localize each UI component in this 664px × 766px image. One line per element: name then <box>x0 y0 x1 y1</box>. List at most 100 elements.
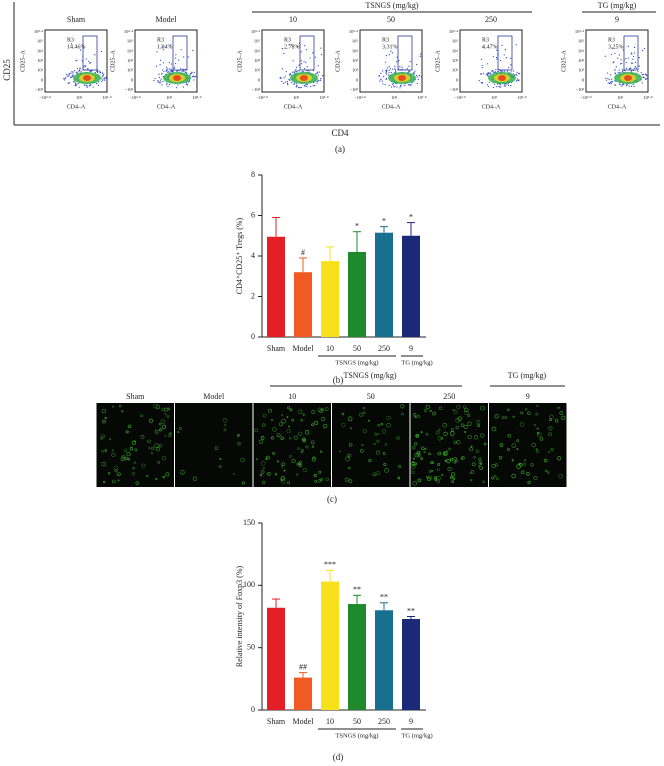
fluor-spot <box>473 456 476 459</box>
event-dot <box>79 69 81 71</box>
event-dot <box>608 82 611 84</box>
fluor-spot <box>430 461 433 464</box>
fluor-spot <box>524 408 528 411</box>
fluor-spot <box>412 464 415 467</box>
fluor-spot <box>321 408 324 411</box>
event-dot <box>317 74 319 76</box>
event-dot <box>625 84 628 87</box>
fluor-spot <box>368 459 372 463</box>
fluor-spot <box>533 475 538 481</box>
event-dot <box>74 84 76 87</box>
fluor-spot <box>281 462 285 466</box>
fluor-spot <box>427 475 432 480</box>
event-dot <box>170 68 172 70</box>
event-dot <box>66 75 69 77</box>
y-axis-label: CD4⁺CD25⁺ Tregs (%) <box>235 217 244 294</box>
y-axis-label: CD25–A <box>237 50 243 72</box>
event-dot <box>395 61 398 63</box>
fluor-spot <box>511 459 514 462</box>
event-dot <box>159 82 161 84</box>
fluor-spot <box>276 460 280 463</box>
event-dot <box>385 61 387 63</box>
fluor-spot <box>338 450 341 453</box>
x-axis-label: CD4–A <box>67 104 86 110</box>
event-dot <box>485 73 487 75</box>
event-dot <box>391 83 394 85</box>
fluor-spot <box>463 424 468 430</box>
event-dot <box>317 80 319 82</box>
event-dot <box>76 67 79 70</box>
x-tick-label: 10⁵·⁸ <box>517 95 527 100</box>
x-tick-label: 10 <box>326 717 334 726</box>
fluor-spot <box>414 462 418 466</box>
fluor-spot <box>441 473 444 476</box>
fluor-spot <box>521 470 525 474</box>
fluor-spot <box>155 447 161 452</box>
event-dot <box>168 83 171 86</box>
event-dot <box>411 82 413 84</box>
significance: ** <box>353 585 361 594</box>
event-dot <box>68 75 70 77</box>
event-dot <box>497 83 499 85</box>
fluor-spot <box>526 472 530 476</box>
y-tick-label: 10⁵ <box>452 39 459 44</box>
event-dot <box>303 61 305 63</box>
fluor-spot <box>109 438 112 441</box>
fluor-spot <box>293 435 298 440</box>
fluor-spot <box>162 424 167 429</box>
fluor-spot <box>302 467 308 472</box>
fluor-spot <box>260 461 266 466</box>
event-dot <box>97 84 100 86</box>
event-dot <box>70 76 73 78</box>
fluor-spot <box>289 408 293 412</box>
fluor-spot <box>112 479 116 484</box>
fluor-spot <box>412 457 415 460</box>
fluor-spot <box>548 426 553 431</box>
fluor-spot <box>280 476 285 481</box>
event-dot <box>295 83 297 85</box>
fluor-spot <box>498 455 503 460</box>
fluor-spot <box>480 405 485 411</box>
fluor-spot <box>522 462 527 466</box>
event-dot <box>279 76 281 78</box>
event-dot <box>643 47 646 50</box>
event-dot <box>630 67 632 69</box>
fluor-spot <box>539 437 544 441</box>
event-dot <box>306 66 308 68</box>
event-dot <box>280 77 282 79</box>
fluor-spot <box>348 466 351 470</box>
event-dot <box>101 78 103 80</box>
fluor-spot <box>446 459 451 464</box>
plot-frame <box>459 29 523 93</box>
event-dot <box>281 68 283 70</box>
y-tick-label: 10² <box>578 68 585 73</box>
fluor-spot <box>449 476 453 479</box>
event-dot <box>304 67 306 70</box>
event-dot <box>493 83 495 85</box>
event-dot <box>305 61 307 63</box>
x-tick-label: 9 <box>409 717 413 726</box>
event-dot <box>299 87 301 89</box>
x-tick-label: 10³ <box>391 95 398 100</box>
event-dot <box>480 58 483 60</box>
y-tick-label: 10² <box>452 68 459 73</box>
event-dot <box>88 60 90 62</box>
y-tick-label: 10⁵·⁴ <box>251 29 261 34</box>
y-tick-label: 4 <box>251 251 255 260</box>
fluor-spot <box>477 424 481 428</box>
panel-label: (c) <box>327 494 337 504</box>
event-dot <box>625 67 628 69</box>
x-tick-label: 250 <box>378 344 390 353</box>
fluor-spot <box>297 447 300 450</box>
fluor-spot <box>412 461 415 464</box>
event-dot <box>168 71 170 73</box>
fluor-spot <box>100 437 103 440</box>
event-dot <box>318 71 320 73</box>
fluor-spot <box>286 416 289 419</box>
event-dot <box>633 52 636 54</box>
density-blob <box>173 75 181 81</box>
fluor-spot <box>396 436 400 440</box>
plot-frame <box>359 29 423 93</box>
event-dot <box>182 86 185 88</box>
fluor-spot <box>421 446 425 450</box>
